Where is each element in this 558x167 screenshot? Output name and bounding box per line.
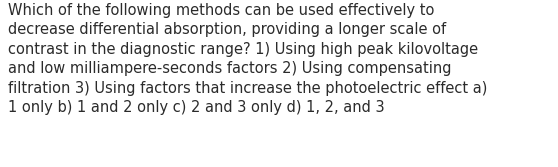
Text: Which of the following methods can be used effectively to
decrease differential : Which of the following methods can be us… <box>8 3 487 115</box>
